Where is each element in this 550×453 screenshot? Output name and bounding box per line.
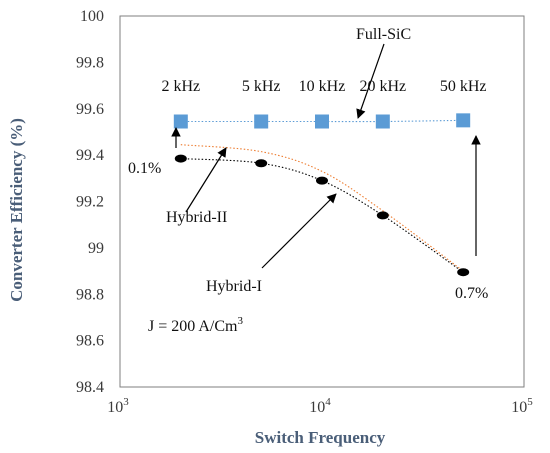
y-tick-label: 98.4 (76, 379, 104, 396)
x-tick-exponent: 3 (123, 396, 129, 408)
y-tick-label: 99.4 (76, 147, 104, 164)
diff-high-label: 0.7% (455, 285, 488, 302)
full-sic-point (315, 114, 329, 129)
y-axis-ticks: 98.4 98.6 98.8 99 99.2 99.4 99.6 99.8 100 (76, 8, 104, 396)
full-sic-point (456, 113, 471, 128)
x-tick-base: 10 (511, 399, 527, 416)
hybrid-i-point (174, 154, 187, 163)
series-markers (173, 113, 471, 277)
frequency-label: 10 kHz (299, 78, 346, 95)
y-tick-label: 100 (80, 8, 104, 25)
y-tick-label: 99 (88, 240, 104, 257)
x-tick-base: 10 (309, 399, 325, 416)
hybrid-i-point (255, 159, 268, 168)
full-sic-point (173, 114, 188, 129)
full-sic-point (375, 114, 390, 129)
y-tick-label: 98.8 (76, 286, 104, 303)
y-tick-label: 99.2 (76, 194, 104, 211)
x-axis-ticks: 103 104 105 (107, 396, 533, 416)
x-tick-base: 10 (107, 399, 123, 416)
annotation-arrows (171, 43, 481, 269)
hybrid-i-point (316, 176, 328, 185)
x-tick-exponent: 4 (325, 396, 331, 408)
arrow-full-sic (356, 43, 385, 119)
frequency-label: 5 kHz (242, 78, 281, 95)
plot-area (119, 15, 525, 388)
arrow-hybrid-i (261, 193, 337, 269)
current-density-label: J = 200 A/Cm3 (148, 315, 243, 335)
y-tick-label: 99.6 (76, 101, 104, 118)
frequency-label: 2 kHz (161, 78, 200, 95)
full-sic-label: Full-SiC (356, 26, 411, 43)
hybrid-ii-line (180, 144, 464, 272)
x-tick-label: 103 (107, 396, 129, 416)
hybrid-i-point (457, 268, 470, 277)
y-axis-title: Converter Efficiency (%) (7, 118, 26, 302)
full-sic-point (254, 114, 269, 129)
x-axis-title: Switch Frequency (255, 428, 386, 447)
y-tick-label: 99.8 (76, 54, 104, 71)
x-tick-label: 104 (309, 396, 331, 416)
hybrid-ii-label: Hybrid-II (166, 209, 227, 226)
arrow-hybrid-ii (185, 147, 227, 213)
x-tick-label: 105 (511, 396, 533, 416)
y-tick-label: 98.6 (76, 333, 104, 350)
x-tick-exponent: 5 (527, 396, 533, 408)
frequency-labels: 2 kHz 5 kHz 10 kHz 20 kHz 50 kHz (161, 78, 486, 95)
frequency-label: 50 kHz (440, 78, 487, 95)
diff-low-label: 0.1% (128, 160, 161, 177)
hybrid-i-label: Hybrid-I (206, 278, 262, 295)
series-lines (180, 119, 464, 273)
hybrid-i-point (376, 211, 389, 220)
